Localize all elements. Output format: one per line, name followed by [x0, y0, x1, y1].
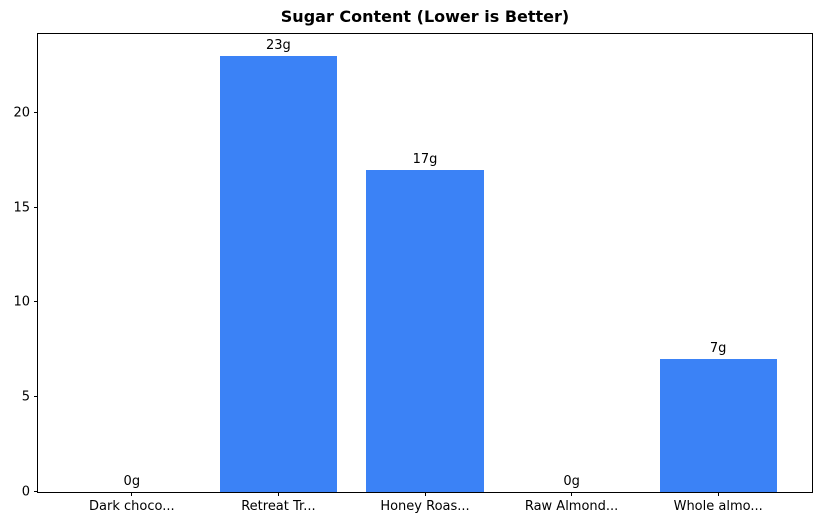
y-axis-tick-label: 15: [13, 200, 30, 216]
y-axis-tick-label: 0: [21, 484, 30, 500]
y-axis-tick: [34, 111, 38, 113]
bar-value-label: 0g: [123, 474, 141, 489]
y-axis-tick-label: 10: [13, 294, 30, 310]
chart-title: Sugar Content (Lower is Better): [280, 7, 570, 26]
x-axis-tick: [717, 492, 719, 496]
bar-value-label: 17g: [412, 151, 438, 167]
x-axis-tick-label: Raw Almond...: [524, 499, 619, 514]
bar-2: [219, 55, 338, 492]
x-axis-tick-label: Honey Roas...: [380, 499, 470, 514]
bar-5: [659, 359, 777, 492]
bar-value-label: 23g: [266, 37, 291, 53]
y-axis-tick: [34, 491, 38, 492]
x-axis-tick-label: Retreat Tr...: [241, 499, 316, 514]
y-axis-tick: [34, 396, 38, 398]
x-axis-tick: [571, 492, 573, 496]
x-axis-tick-label: Dark choco...: [89, 499, 175, 514]
bar-value-label: 0g: [563, 474, 580, 489]
x-axis-tick-label: Whole almo...: [673, 499, 763, 514]
y-axis-tick: [34, 301, 38, 303]
x-axis-tick: [277, 492, 279, 496]
x-axis-tick: [424, 492, 426, 496]
x-axis-tick: [131, 492, 133, 496]
plot-area: 0 5 10 15 20 0g Dark choco... 23g Retreat Tr... 1…: [13, 33, 813, 514]
y-axis-tick-label: 20: [13, 105, 30, 121]
y-axis-tick-label: 5: [21, 389, 30, 405]
bar-3: [366, 169, 484, 492]
bar-value-label: 7g: [709, 341, 727, 357]
y-axis-tick: [34, 206, 38, 208]
